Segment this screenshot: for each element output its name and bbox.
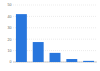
y-tick-label: 30 [8, 26, 12, 30]
y-tick-label: 20 [8, 38, 12, 42]
bars [16, 14, 94, 62]
bar [83, 61, 94, 62]
bar [33, 42, 44, 62]
chart-root: 0 10 20 30 40 50 [0, 0, 100, 71]
bar [16, 14, 27, 62]
chart-svg: 0 10 20 30 40 50 [0, 0, 100, 71]
bar [50, 53, 61, 62]
y-tick-label: 10 [8, 49, 12, 53]
y-tick-label: 40 [8, 15, 12, 19]
bar [66, 59, 77, 62]
grid-line [13, 5, 97, 6]
y-tick-label: 50 [8, 3, 12, 7]
y-tick-label: 0 [10, 60, 12, 64]
